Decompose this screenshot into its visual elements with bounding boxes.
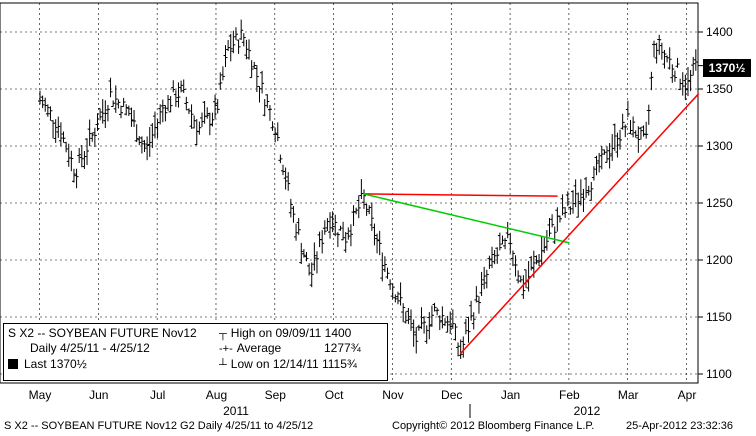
legend-low-text: Low on 12/14/11 1115¾: [230, 357, 357, 371]
year-label: 2012: [574, 404, 601, 418]
y-tick-label: 1400: [706, 25, 733, 39]
y-tick-label: 1300: [706, 139, 733, 153]
y-tick-label: 1350: [706, 82, 733, 96]
x-tick-label: Feb: [559, 388, 580, 402]
legend-last: Last 1370½: [8, 357, 87, 371]
plot-area: [0, 2, 699, 384]
trendline: [363, 193, 558, 197]
x-tick-label: May: [29, 388, 52, 402]
x-tick-label: Sep: [265, 388, 287, 402]
legend-last-text: Last 1370½: [24, 357, 87, 371]
x-tick-label: Nov: [382, 388, 403, 402]
low-marker-icon: ┴: [219, 359, 227, 371]
chart-legend: S X2 -- SOYBEAN FUTURE Nov12 Daily 4/25/…: [3, 323, 388, 381]
y-tick-label: 1250: [706, 196, 733, 210]
x-tick-label: Dec: [441, 388, 462, 402]
footer-timestamp: 25-Apr-2012 23:32:36: [626, 420, 734, 432]
x-tick-label: Apr: [678, 388, 697, 402]
footer-bar: S X2 -- SOYBEAN FUTURE Nov12 G2 Daily 4/…: [0, 420, 756, 436]
legend-high: ┬ High on 09/09/11 1400: [219, 326, 351, 341]
trendline: [363, 193, 570, 244]
last-price-tag: 1370½: [703, 59, 751, 77]
y-tick-label: 1200: [706, 253, 733, 267]
y-tick-label: 1100: [706, 367, 732, 381]
average-marker-icon: -+-: [219, 343, 233, 355]
year-label: 2011: [223, 404, 249, 418]
x-tick-label: Aug: [206, 388, 227, 402]
trendline: [459, 93, 700, 354]
x-tick-label: Jul: [150, 388, 165, 402]
legend-title: S X2 -- SOYBEAN FUTURE Nov12: [8, 326, 197, 340]
legend-average-value: 1277¾: [324, 341, 361, 355]
footer-security: S X2 -- SOYBEAN FUTURE Nov12 G2 Daily 4/…: [4, 420, 314, 432]
legend-average: -+- Average: [219, 341, 281, 356]
last-square-icon: [8, 359, 18, 369]
x-tick-label: Jun: [89, 388, 108, 402]
legend-high-text: High on 09/09/11 1400: [230, 326, 352, 340]
legend-low: ┴ Low on 12/14/11 1115¾: [219, 357, 357, 372]
legend-average-label: Average: [236, 341, 282, 355]
x-tick-label: Oct: [325, 388, 344, 402]
legend-period: Daily 4/25/11 - 4/25/12: [30, 341, 150, 355]
high-marker-icon: ┬: [219, 328, 227, 340]
x-tick-label: Jan: [501, 388, 520, 402]
y-tick-label: 1150: [706, 310, 732, 324]
footer-copyright: Copyright© 2012 Bloomberg Finance L.P.: [392, 420, 595, 432]
x-tick-label: Mar: [618, 388, 639, 402]
